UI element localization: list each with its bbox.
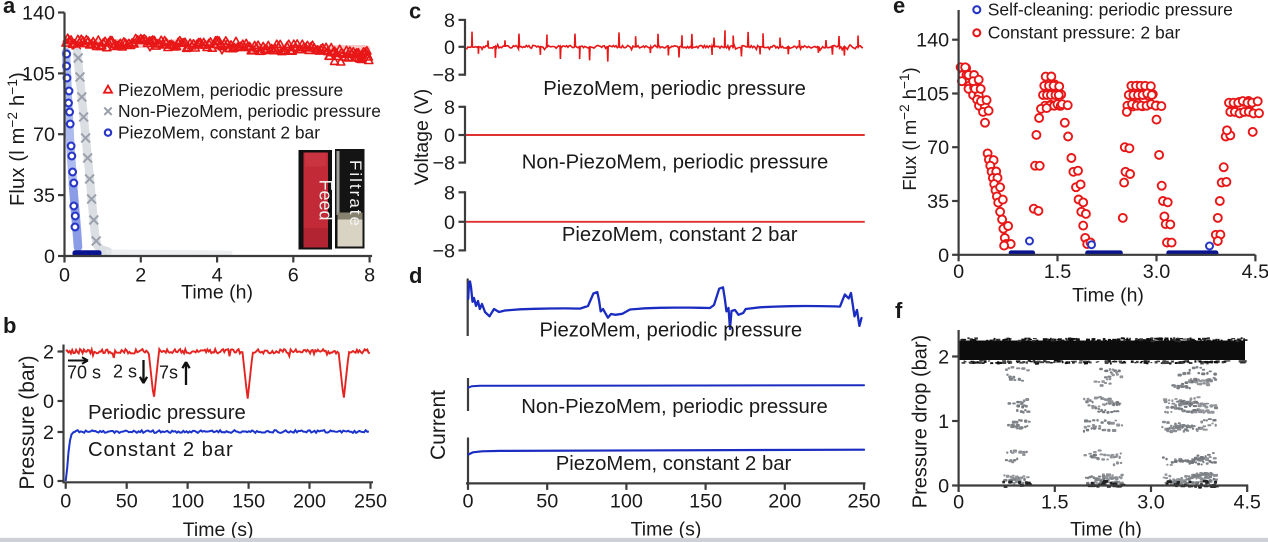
svg-text:250: 250 [847, 491, 880, 513]
svg-text:0: 0 [938, 245, 949, 267]
svg-text:PiezoMem, constant 2 bar: PiezoMem, constant 2 bar [556, 453, 792, 475]
svg-text:Pressure drop (bar): Pressure drop (bar) [910, 335, 932, 508]
svg-text:1: 1 [938, 411, 949, 433]
svg-text:3.0: 3.0 [1143, 261, 1171, 283]
svg-text:70: 70 [33, 124, 55, 146]
svg-text:250: 250 [354, 490, 387, 512]
svg-text:8: 8 [364, 265, 375, 287]
svg-text:0: 0 [444, 212, 455, 234]
svg-text:70 s: 70 s [67, 363, 101, 383]
svg-text:0: 0 [60, 490, 71, 512]
svg-text:35: 35 [33, 185, 55, 207]
svg-text:200: 200 [768, 491, 801, 513]
svg-text:1.5: 1.5 [1044, 261, 1072, 283]
svg-text:PiezoMem, periodic pressure: PiezoMem, periodic pressure [118, 80, 343, 100]
svg-text:150: 150 [232, 490, 265, 512]
svg-text:f: f [895, 298, 903, 323]
svg-text:2: 2 [938, 347, 949, 369]
svg-text:105: 105 [22, 63, 55, 85]
svg-text:8: 8 [444, 10, 455, 32]
svg-text:PiezoMem, constant 2 bar: PiezoMem, constant 2 bar [562, 224, 798, 246]
svg-text:0: 0 [938, 476, 949, 498]
svg-text:d: d [409, 263, 422, 288]
svg-text:140: 140 [916, 30, 949, 52]
svg-text:−8: −8 [432, 153, 455, 175]
svg-text:50: 50 [116, 490, 138, 512]
svg-text:Non-PiezoMem, periodic pressur: Non-PiezoMem, periodic pressure [521, 396, 828, 418]
svg-text:Time (h): Time (h) [1072, 285, 1144, 307]
svg-text:2: 2 [135, 265, 146, 287]
svg-text:PiezoMem, periodic pressure: PiezoMem, periodic pressure [539, 320, 802, 342]
svg-text:140: 140 [22, 3, 55, 25]
svg-text:c: c [409, 0, 421, 24]
svg-text:0: 0 [43, 471, 54, 493]
svg-text:0: 0 [59, 265, 70, 287]
svg-text:PiezoMem, constant 2 bar: PiezoMem, constant 2 bar [118, 123, 320, 143]
svg-text:70: 70 [927, 137, 949, 159]
svg-text:Filtrate: Filtrate [346, 160, 365, 228]
svg-text:−8: −8 [432, 240, 455, 262]
svg-text:2: 2 [43, 422, 54, 444]
svg-text:Time (s): Time (s) [183, 519, 254, 541]
svg-text:−8: −8 [432, 65, 455, 87]
svg-text:2 s: 2 s [113, 362, 137, 382]
svg-text:0: 0 [462, 491, 473, 513]
svg-text:8: 8 [444, 182, 455, 204]
svg-text:4.5: 4.5 [1242, 261, 1268, 283]
svg-text:50: 50 [536, 491, 558, 513]
svg-text:Constant 2 bar: Constant 2 bar [88, 439, 234, 461]
svg-text:Pressure (bar): Pressure (bar) [16, 355, 39, 489]
svg-text:Time (h): Time (h) [181, 282, 253, 304]
svg-text:Flux (l m−2 h−1): Flux (l m−2 h−1) [5, 72, 29, 206]
svg-text:7s: 7s [159, 363, 178, 383]
svg-text:2: 2 [43, 342, 54, 364]
svg-text:Time (h): Time (h) [1070, 519, 1142, 541]
svg-text:Flux (l m−2 h−1): Flux (l m−2 h−1) [897, 67, 920, 190]
svg-text:0: 0 [444, 37, 455, 59]
svg-text:Voltage (V): Voltage (V) [411, 89, 433, 185]
svg-text:0: 0 [444, 125, 455, 147]
svg-text:100: 100 [171, 490, 204, 512]
svg-text:Periodic pressure: Periodic pressure [88, 402, 246, 424]
svg-text:Self-cleaning: periodic pressu: Self-cleaning: periodic pressure [988, 0, 1233, 19]
svg-text:Constant pressure: 2 bar: Constant pressure: 2 bar [988, 23, 1181, 43]
svg-text:0: 0 [953, 261, 964, 283]
svg-text:35: 35 [927, 191, 949, 213]
svg-text:4.5: 4.5 [1233, 492, 1261, 514]
svg-text:8: 8 [444, 97, 455, 119]
svg-text:Feed: Feed [316, 179, 336, 220]
svg-text:6: 6 [288, 265, 299, 287]
svg-text:3.0: 3.0 [1137, 492, 1165, 514]
svg-text:200: 200 [293, 490, 326, 512]
svg-text:4: 4 [212, 265, 223, 287]
svg-text:PiezoMem, periodic pressure: PiezoMem, periodic pressure [543, 78, 806, 100]
svg-text:Non-PiezoMem, periodic pressur: Non-PiezoMem, periodic pressure [118, 101, 381, 121]
svg-text:Current: Current [427, 390, 450, 460]
svg-text:100: 100 [610, 491, 643, 513]
svg-text:a: a [3, 0, 16, 18]
svg-text:0: 0 [43, 391, 54, 413]
svg-text:150: 150 [689, 491, 722, 513]
svg-text:0: 0 [953, 492, 964, 514]
svg-text:b: b [3, 313, 16, 338]
svg-text:Time (s): Time (s) [631, 519, 702, 541]
svg-text:0: 0 [44, 246, 55, 268]
svg-text:1.5: 1.5 [1041, 492, 1069, 514]
svg-text:e: e [893, 0, 905, 18]
svg-text:105: 105 [916, 84, 949, 106]
svg-text:Non-PiezoMem, periodic pressur: Non-PiezoMem, periodic pressure [522, 152, 829, 174]
